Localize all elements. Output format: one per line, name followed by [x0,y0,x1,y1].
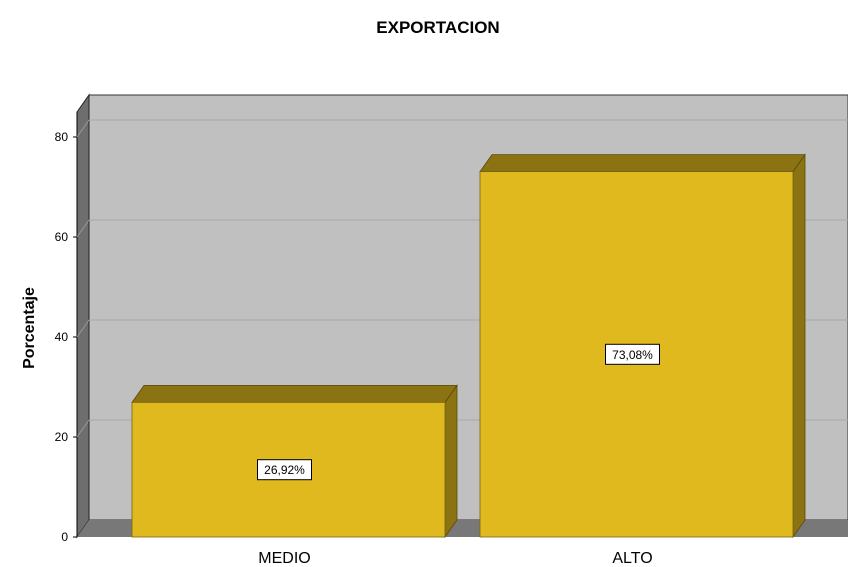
gridline-diagonal [76,319,90,338]
data-label: 73,08% [612,348,653,362]
gridline-diagonal [76,119,90,138]
data-label-box [257,459,312,481]
bar-side [792,153,806,539]
chart-title: EXPORTACION [376,18,499,37]
y-tick-label: 60 [55,230,69,244]
y-tick-label: 40 [55,330,69,344]
gridline-diagonal [76,419,90,438]
gridline-diagonal [76,219,90,238]
data-label-box [605,343,660,365]
data-label: 26,92% [264,463,305,477]
y-axis-label: Porcentaje [21,287,38,369]
bar-side [444,384,458,539]
y-tick-label: 0 [61,530,68,544]
bar-top [479,154,806,173]
x-tick-label: ALTO [612,550,652,567]
y-tick-label: 20 [55,430,69,444]
y-tick-label: 80 [55,130,69,144]
x-tick-label: MEDIO [258,550,310,567]
bar-top [131,384,458,403]
left-wall [76,93,90,539]
